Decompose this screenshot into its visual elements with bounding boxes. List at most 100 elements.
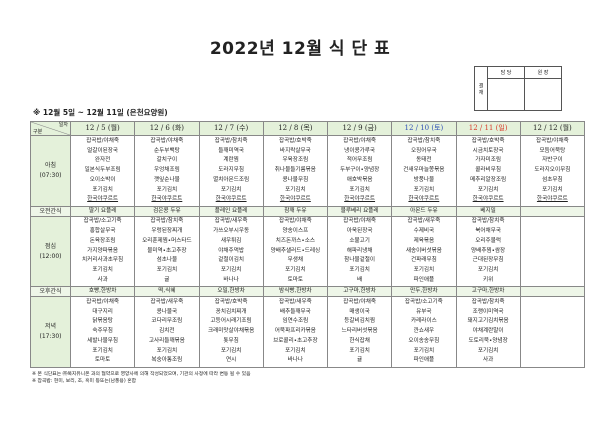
menu-item: 수제비국: [413, 228, 435, 234]
meal-time: (12:00): [39, 252, 62, 260]
period-subtitle: ※ 12월 5일 ~ 12월 11일 (은천요양원): [33, 108, 168, 117]
corner-cell: 일자 구분: [30, 121, 71, 136]
menu-item: 냉이콩가루국: [344, 147, 376, 154]
menu-item: 대구지리: [92, 308, 113, 315]
approval-col-director: 원 장: [524, 66, 562, 79]
menu-item: 치즈돈까스•소스: [275, 237, 316, 244]
date-header-2: 12 / 6 (화): [134, 121, 200, 136]
menu-item: 배추들깨무국: [279, 308, 311, 315]
row-label: 아침 (07:30): [30, 135, 71, 207]
menu-item: 잡곡밥/야채죽: [343, 137, 376, 144]
diagonal-line: [31, 122, 70, 135]
meal-name: 오후간식: [39, 288, 62, 295]
menu-item: 새우튀김: [220, 237, 242, 244]
menu-cell: 잡곡밥/야채죽 매생이국 등갈비김치찜 느타리버섯볶음 한식잡채 포기김치 귤: [326, 296, 393, 368]
row-meal: 점심 (12:00) 잡곡밥/소고기죽 홍합살무국 돈육장조림 가지양파볶음 치커리사과초무…: [30, 216, 586, 287]
menu-item: 포기김치: [285, 267, 306, 274]
menu-item: 포기김치: [349, 347, 370, 354]
meal-name: 저녁: [44, 323, 57, 331]
menu-item: 카레라이스: [411, 318, 437, 325]
menu-item: 한식잡채: [349, 337, 370, 344]
menu-cell: [519, 216, 586, 287]
menu-item: 포기김치: [156, 186, 178, 193]
meal-name: 아침: [44, 162, 57, 170]
meal-time: (07:30): [39, 172, 62, 179]
menu-item: 물미역•초고추장: [147, 247, 187, 254]
menu-item: 크래미맛살야채볶음: [207, 328, 255, 335]
corner-category-label: 구분: [33, 129, 43, 135]
menu-item: 오이소박이: [89, 176, 116, 183]
date-header-row: 일자 구분 12 / 5 (월) 12 / 6 (화) 12 / 7 (수) 12 /…: [30, 121, 586, 136]
menu-cell: 잡곡밥/새우죽 수제비국 제육볶음 새송이버섯볶음 건파래무침 포기김치 파인애플: [391, 216, 457, 287]
menu-item: 참나물겉절이: [344, 257, 376, 264]
menu-item: 콜라비무침: [475, 167, 501, 174]
menu-item: 복숭아통조림: [151, 357, 183, 364]
menu-item: 포기김치: [477, 267, 499, 274]
menu-item: 오이송송무침: [408, 337, 440, 344]
menu-item: 포기김치: [156, 347, 178, 354]
menu-section: 일자 구분 12 / 5 (월) 12 / 6 (화) 12 / 7 (수) 12 /…: [30, 121, 586, 385]
menu-cell: 잡곡밥/야채죽 대구지리 닭볶음탕 숙주무침 세발나물무침 포기김치 토마토: [69, 296, 136, 368]
menu-item: 톳무침: [223, 337, 239, 344]
menu-item: 잡곡밥/참치죽: [471, 298, 505, 305]
menu-item: 한국야쿠르트: [344, 196, 376, 203]
menu-item: 양송이스프: [282, 228, 309, 234]
menu-item: 오리주물럭: [475, 237, 501, 244]
menu-item: 건새우마늘쫑볶음: [403, 167, 445, 174]
row-label: 저녁 (17:30): [30, 296, 71, 368]
menu-item: 잡곡밥/야채죽: [343, 298, 376, 305]
menu-item: 시금치토장국: [472, 147, 504, 154]
menu-item: 가쓰오부시우동: [213, 228, 250, 234]
menu-cell: 오밀,한방차: [198, 286, 264, 297]
approval-label: 결 재: [474, 66, 488, 111]
menu-item: 잡곡밥/호박죽: [214, 298, 248, 305]
corner-date-label: 일자: [58, 122, 68, 128]
menu-cell: 잡곡밥/호박죽 바지락살무국 우육장조림 취나물들기름볶음 콩나물무침 포기김치 한국야쿠르…: [262, 135, 329, 207]
menu-item: 유부국: [416, 308, 432, 315]
menu-cell: 잡곡밥/야채죽 양송이스프 치즈돈까스•소스 양배추샐러드•드레싱 무생채 포기김치 토마토: [262, 216, 329, 287]
approval-sign-director: [524, 78, 562, 111]
menu-cell: 고구마,한방차: [326, 286, 393, 297]
menu-item: 브로콜리•초고추장: [273, 337, 318, 344]
menu-item: 포기김치: [349, 267, 370, 274]
row-meal: 저녁 (17:30) 잡곡밥/야채죽 대구지리 닭볶음탕 숙주무침 세발나물무침 포기김치 토마…: [30, 296, 586, 368]
menu-item: 숙주무침: [92, 328, 113, 335]
menu-item: 한국야쿠르트: [536, 196, 568, 203]
menu-item: 자반구이: [542, 157, 563, 164]
menu-item: 포기김치: [477, 347, 499, 354]
menu-item: 모듬어묵탕: [539, 147, 566, 154]
menu-item: 돼지고기김치볶음: [467, 318, 509, 325]
menu-item: 잡곡밥/참치죽: [150, 218, 184, 225]
menu-item: 우렁된장찌개: [151, 228, 183, 234]
menu-item: 고등어시래기조림: [210, 318, 252, 325]
menu-item: 섬초무침: [542, 176, 563, 183]
date-header-5: 12 / 9 (금): [326, 121, 393, 136]
menu-item: 도토리묵•양념장: [468, 337, 508, 344]
menu-item: 김치전: [159, 328, 175, 335]
menu-item: 포기김치: [285, 347, 306, 354]
menu-item: 등갈비김치찜: [344, 318, 376, 325]
menu-item: 일본식두부조림: [84, 167, 121, 174]
menu-item: 잡곡밥/새우죽: [214, 218, 248, 225]
menu-item: 계란찜: [223, 157, 239, 164]
menu-item: 잡곡밥/소고기죽: [83, 218, 122, 225]
menu-cell: 잡곡밥/야채죽 얼갈이된장국 완자전 일본식두부조림 오이소박이 포기김치 한국야쿠르트: [69, 135, 136, 207]
menu-item: 도라지오이무침: [534, 167, 571, 174]
menu-item: 포기김치: [220, 347, 242, 354]
menu-item: 포기김치: [349, 186, 370, 193]
menu-cell: 잡곡밥/호박죽 시금치토장국 가자미조림 콜라비무침 메추리알장조림 포기김치 한국야쿠르트: [455, 135, 521, 207]
menu-cell: 잡곡밥/새우죽 가쓰오부시우동 새우튀김 야채주먹밥 겉절이김치 포기김치 바나나: [198, 216, 264, 287]
page-title: 2022년 12월 식 단 표: [209, 39, 391, 59]
menu-item: 사과: [97, 276, 108, 283]
menu-item: 아욱된장국: [346, 228, 373, 234]
menu-item: 오리훈제찜•머스타드: [142, 237, 192, 244]
menu-item: 얼갈이된장국: [87, 147, 119, 154]
menu-item: 우육장조림: [282, 157, 309, 164]
menu-item: 콩나물무침: [282, 176, 309, 183]
row-snack: 오전간식 딸기 요플레 검은콩 두유 플레인 요플레 참깨 두유 블루베리 요플레 아몬드 …: [30, 206, 586, 217]
menu-item: 연시: [225, 357, 237, 364]
menu-item: 키위: [482, 276, 494, 283]
menu-item: 도라지무침: [218, 167, 244, 174]
row-label: 오후간식: [30, 286, 71, 297]
menu-item: 근대된장무침: [472, 257, 504, 264]
